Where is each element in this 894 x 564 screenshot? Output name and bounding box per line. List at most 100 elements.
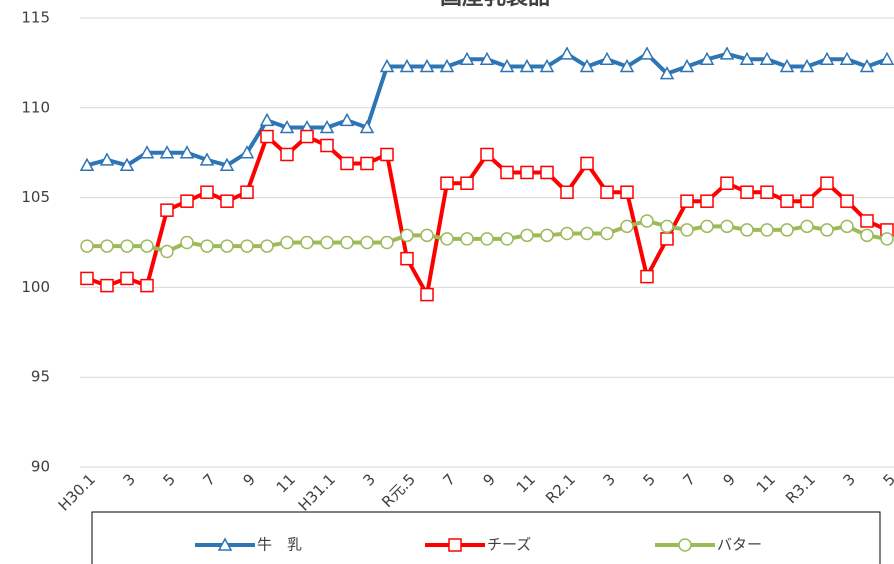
data-point [560,226,574,241]
data-point [540,228,554,243]
x-tick-label: R2.1 [542,470,579,507]
data-point [119,157,135,172]
data-point [179,145,195,159]
data-point [480,232,494,246]
data-point [780,194,794,208]
data-point [520,165,534,180]
data-point [860,228,874,243]
data-point [700,194,714,208]
data-point [240,239,254,253]
data-point [800,194,814,208]
data-point [620,219,634,234]
data-point [879,51,894,66]
data-point [600,185,614,199]
data-point [440,176,454,190]
data-point [440,232,454,246]
data-point [600,226,614,241]
data-point [200,239,214,253]
data-point [759,51,775,66]
legend-marker [448,538,462,552]
legend-marker [678,538,692,552]
data-point [799,58,815,73]
data-point [559,46,575,60]
data-point [480,147,494,162]
data-point [280,235,294,250]
x-tick-label: 3 [360,470,379,489]
data-point [539,58,555,73]
data-point [359,119,375,134]
x-tick-label: 3 [600,470,619,489]
data-point [360,156,374,171]
data-point [160,244,174,259]
data-point [599,51,615,66]
data-point [319,119,335,134]
x-tick-label: R3.1 [782,470,819,507]
data-point [659,66,675,80]
data-point [360,235,374,250]
data-point [80,239,94,253]
data-point [420,287,434,302]
data-point [560,185,574,199]
data-point [500,232,514,246]
data-point [99,152,115,166]
data-point [740,185,754,199]
data-point [760,185,774,199]
data-point [640,269,654,284]
data-point [239,145,255,159]
x-tick-label: 3 [120,470,139,489]
data-point [880,232,894,246]
data-point [379,58,395,73]
data-point [259,112,275,127]
legend-label: バター [717,536,762,554]
data-point [120,239,134,253]
data-point [540,165,554,180]
data-point [739,51,755,66]
data-point [79,157,95,172]
data-point [300,235,314,250]
data-point [280,147,294,162]
data-point [399,58,415,73]
data-point [220,194,234,208]
y-tick-label: 105 [21,188,50,206]
data-point [700,219,714,234]
x-tick-label: 7 [200,470,219,489]
data-point [520,228,534,243]
x-tick-label: 5 [160,470,179,489]
data-point [840,219,854,234]
data-point [820,223,834,237]
data-point [760,223,774,237]
data-point [839,51,855,66]
x-tick-label: 7 [680,470,699,489]
legend-box [91,511,881,564]
data-point [780,223,794,237]
data-point [140,278,154,293]
x-tick-label: R元.5 [378,470,419,511]
data-point [139,145,155,159]
data-point [699,51,715,66]
x-tick-label: H30.1 [55,470,99,514]
x-tick-label: 3 [840,470,859,489]
data-point [840,194,854,208]
data-point [820,176,834,190]
data-point [579,58,595,73]
x-tick-label: 11 [513,470,539,496]
y-tick-label: 100 [21,278,50,296]
data-point [639,46,655,60]
data-point [100,239,114,253]
data-point [800,219,814,234]
x-tick-label: 11 [273,470,299,496]
data-point [380,235,394,250]
data-point [340,235,354,250]
x-tick-label: 9 [480,470,499,489]
data-point [219,157,235,172]
data-point [300,129,314,144]
data-point [619,58,635,73]
x-tick-label: 11 [753,470,779,496]
data-point [660,219,674,234]
legend-label: チーズ [487,536,531,554]
data-point [660,232,674,246]
data-point [720,176,734,190]
data-point [580,226,594,241]
data-point [679,58,695,73]
data-point [439,58,455,73]
